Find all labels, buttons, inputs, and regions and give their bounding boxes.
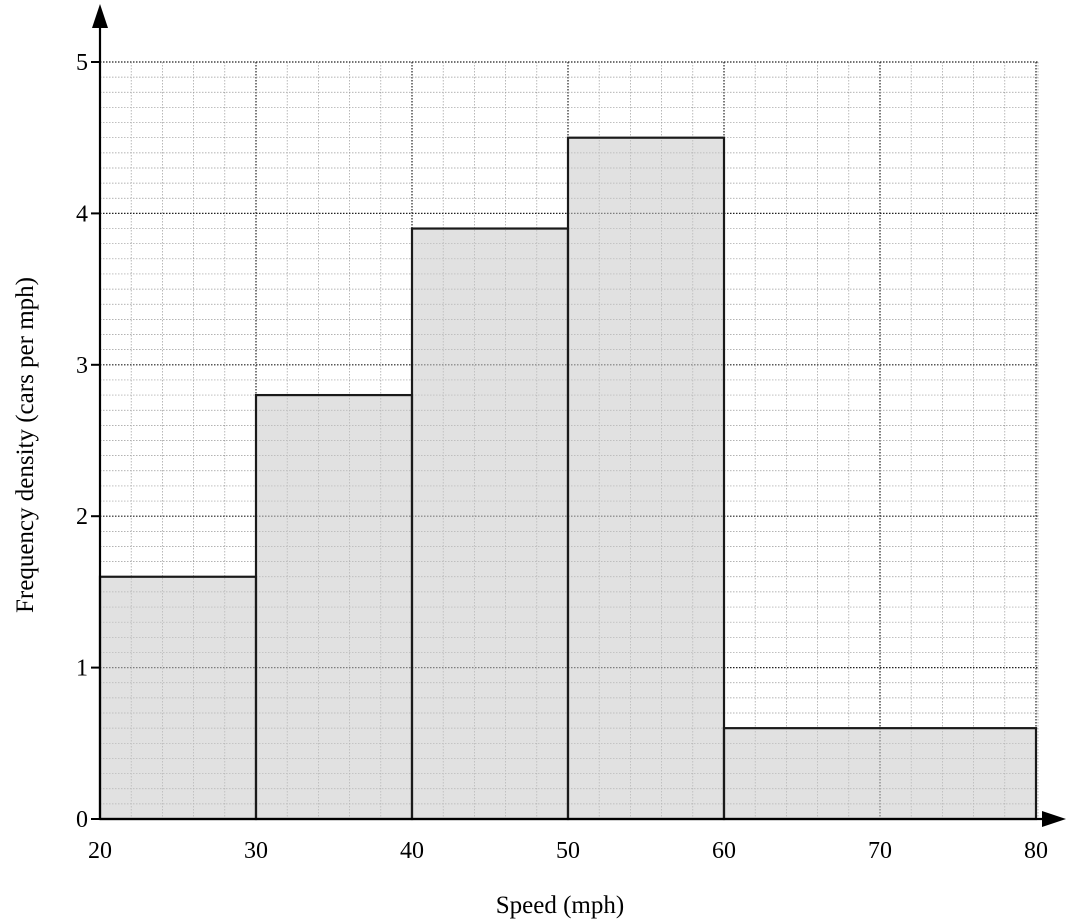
y-tick-labels: 0 1 2 3 4 5 bbox=[76, 50, 100, 833]
x-tick-label: 80 bbox=[1024, 838, 1048, 864]
y-axis-arrow-icon bbox=[92, 4, 108, 28]
x-tick-label: 70 bbox=[868, 838, 892, 864]
bars bbox=[98, 136, 1038, 821]
axes bbox=[92, 4, 1066, 827]
x-tick-label: 60 bbox=[712, 838, 736, 864]
y-axis-title: Frequency density (cars per mph) bbox=[12, 277, 39, 613]
x-tick-labels: 20 30 40 50 60 70 80 bbox=[88, 838, 1048, 864]
y-tick-label: 1 bbox=[76, 656, 88, 682]
x-tick-label: 50 bbox=[556, 838, 580, 864]
histogram-bar-4 bbox=[566, 136, 726, 821]
y-tick-label: 2 bbox=[76, 504, 88, 530]
x-axis-arrow-icon bbox=[1042, 811, 1066, 827]
x-tick-label: 20 bbox=[88, 838, 112, 864]
x-tick-label: 40 bbox=[400, 838, 424, 864]
x-tick-label: 30 bbox=[244, 838, 268, 864]
y-tick-label: 4 bbox=[76, 201, 88, 227]
y-tick-label: 5 bbox=[76, 50, 88, 76]
histogram-bar-2 bbox=[254, 393, 414, 821]
histogram-bar-3 bbox=[410, 227, 570, 821]
histogram-bar-5 bbox=[722, 727, 1038, 821]
y-tick-label: 3 bbox=[76, 353, 88, 379]
histogram-bar-1 bbox=[98, 575, 258, 821]
y-tick-label: 0 bbox=[76, 807, 88, 833]
x-axis-title: Speed (mph) bbox=[496, 892, 624, 919]
